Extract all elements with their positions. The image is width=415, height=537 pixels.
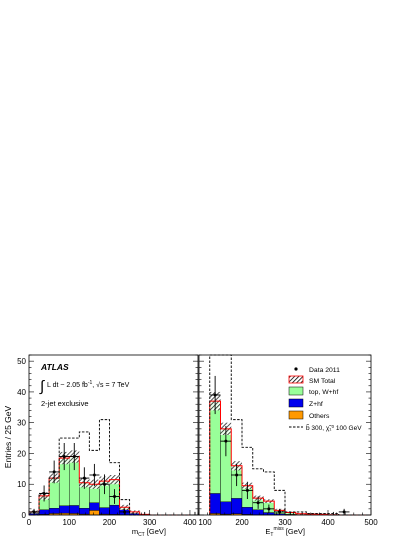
y-tick-label: 20 [17, 449, 26, 458]
zhf-bar [209, 493, 221, 514]
y-tick-label: 40 [17, 388, 26, 397]
others-bar [89, 510, 100, 516]
legend-others-swatch [288, 410, 304, 420]
x-tick-label: 400 [183, 518, 197, 527]
x-tick-label: 500 [364, 518, 378, 527]
data-point [113, 495, 117, 499]
zhf-bar [89, 502, 100, 511]
x-tick-label: 200 [103, 518, 117, 527]
x-tick-label: 100 [198, 518, 212, 527]
data-point [342, 510, 346, 514]
x-tick-label: 300 [143, 518, 157, 527]
luminosity-text: L dt ~ 2.05 fb [47, 382, 88, 389]
zhf-bar [241, 507, 253, 515]
legend-sm-swatch [288, 375, 304, 384]
zhf-bar [58, 505, 70, 514]
x-tick-label: 0 [27, 518, 32, 527]
legend: Data 2011 SM Total top, W+hf Z+hf Others… [288, 367, 362, 432]
data-point [52, 470, 56, 474]
y-tick-label: 30 [17, 419, 26, 428]
zhf-bar [99, 507, 110, 515]
legend-signal-label: b̃ 300, χ̃₁⁰ 100 GeV [306, 424, 362, 432]
integral-sign: ∫ [39, 378, 46, 395]
y-tick-label: 50 [17, 357, 26, 366]
zhf-bar [69, 505, 80, 514]
atlas-label: ATLAS [40, 362, 69, 372]
right-x-axis-title: ETmiss [GeV] [265, 526, 305, 537]
luminosity-label: L dt ~ 2.05 fb-1, √s = 7 TeV [47, 380, 130, 389]
legend-sm-label: SM Total [309, 378, 336, 385]
zhf-bar [231, 498, 243, 514]
x-tick-label: 400 [321, 518, 335, 527]
y-tick-label: 0 [22, 511, 27, 520]
selection-label: 2-jet exclusive [41, 399, 89, 408]
data-point [82, 476, 86, 480]
legend-top-label: top, W+hf [309, 389, 338, 396]
top_whf-bar [209, 400, 221, 494]
zhf-bar [220, 501, 232, 515]
y-tick-label: 10 [17, 480, 26, 489]
data-point [62, 455, 66, 459]
zhf-bar [48, 508, 60, 514]
x-tick-label: 100 [63, 518, 77, 527]
data-point [245, 488, 249, 492]
zhf-bar [38, 509, 50, 515]
data-point [278, 510, 282, 514]
data-point [256, 501, 260, 505]
zhf-bar [109, 504, 120, 515]
legend-data-label: Data 2011 [309, 367, 340, 374]
data-point [32, 510, 36, 514]
left-panel [28, 419, 201, 516]
zhf-bar [252, 509, 264, 515]
x-tick-label: 300 [278, 518, 292, 527]
data-point [235, 473, 239, 477]
legend-top-swatch [288, 386, 304, 396]
energy-text: , √s = 7 TeV [92, 381, 129, 389]
data-point [42, 491, 46, 495]
legend-data-marker [294, 367, 298, 371]
left-x-axis-title: mCT [GeV] [132, 527, 166, 537]
legend-others-label: Others [309, 413, 330, 420]
legend-zhf-label: Z+hf [309, 401, 323, 408]
luminosity-sup: -1 [88, 380, 93, 386]
signal-line [209, 354, 371, 516]
zhf-bar [79, 508, 90, 515]
data-point [224, 439, 228, 443]
y-axis-title: Entries / 25 GeV [3, 405, 13, 468]
data-point [102, 482, 106, 486]
legend-zhf-swatch [288, 398, 304, 408]
data-point [92, 473, 96, 477]
data-point [213, 393, 217, 397]
x-tick-label: 200 [235, 518, 249, 527]
data-point [72, 455, 76, 459]
data-point [267, 507, 271, 511]
